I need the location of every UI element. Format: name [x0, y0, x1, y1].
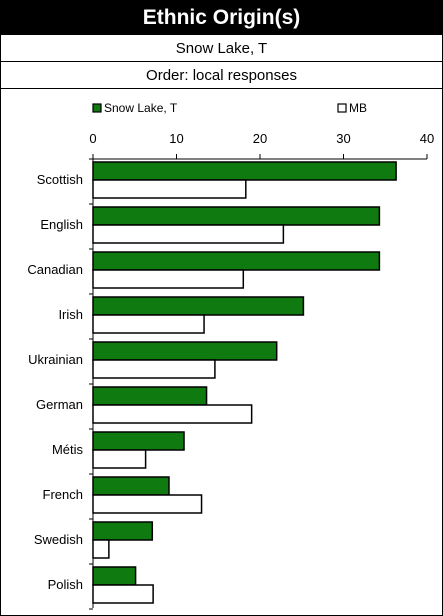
- bar-metis-snow-lake-t: [92, 431, 185, 451]
- legend-swatch-mb: [337, 103, 347, 113]
- bar-polish-snow-lake-t: [92, 566, 137, 586]
- bar-french-mb: [92, 494, 203, 514]
- bar-german-snow-lake-t: [92, 386, 208, 406]
- x-tick-label: 0: [89, 131, 96, 146]
- category-label-german: German: [36, 397, 83, 412]
- bar-canadian-mb: [92, 269, 245, 289]
- bar-metis-mb: [92, 449, 147, 469]
- chart-title: Ethnic Origin(s): [1, 1, 442, 35]
- bar-canadian-snow-lake-t: [92, 251, 381, 271]
- x-tick-label: 20: [253, 131, 267, 146]
- bar-scottish-snow-lake-t: [92, 161, 397, 181]
- category-label-irish: Irish: [58, 307, 83, 322]
- x-tick-label: 30: [336, 131, 350, 146]
- category-label-canadian: Canadian: [27, 262, 83, 277]
- category-label-swedish: Swedish: [34, 532, 83, 547]
- legend-label-snow-lake-t: Snow Lake, T: [104, 101, 178, 115]
- bar-swedish-mb: [92, 539, 110, 559]
- y-axis: Scottish English Canadian Irish Ukrainian Ger…: [27, 158, 94, 610]
- bar-swedish-snow-lake-t: [92, 521, 154, 541]
- legend-swatch-snow-lake-t: [92, 103, 102, 113]
- category-label-polish: Polish: [48, 577, 83, 592]
- bar-irish-snow-lake-t: [92, 296, 305, 316]
- category-label-metis: Métis: [52, 442, 84, 457]
- bar-chart: Snow Lake, T MB 0 10 20 30 40 Scottish English…: [27, 101, 434, 610]
- bars: [92, 161, 397, 604]
- bar-english-snow-lake-t: [92, 206, 381, 226]
- bar-ukrainian-snow-lake-t: [92, 341, 278, 361]
- chart-subtitle-order: Order: local responses: [1, 62, 442, 89]
- legend-label-mb: MB: [349, 101, 367, 115]
- x-tick-label: 10: [169, 131, 183, 146]
- bar-french-snow-lake-t: [92, 476, 170, 496]
- bar-irish-mb: [92, 314, 205, 334]
- x-axis: 0 10 20 30 40: [89, 131, 434, 160]
- bar-scottish-mb: [92, 179, 247, 199]
- category-label-scottish: Scottish: [37, 172, 83, 187]
- bar-polish-mb: [92, 584, 154, 604]
- legend: Snow Lake, T MB: [92, 101, 367, 115]
- chart-subtitle-place: Snow Lake, T: [1, 35, 442, 62]
- x-tick-label: 40: [420, 131, 434, 146]
- category-label-ukrainian: Ukrainian: [28, 352, 83, 367]
- category-label-french: French: [43, 487, 83, 502]
- bar-english-mb: [92, 224, 285, 244]
- bar-ukrainian-mb: [92, 359, 216, 379]
- category-label-english: English: [40, 217, 83, 232]
- bar-german-mb: [92, 404, 253, 424]
